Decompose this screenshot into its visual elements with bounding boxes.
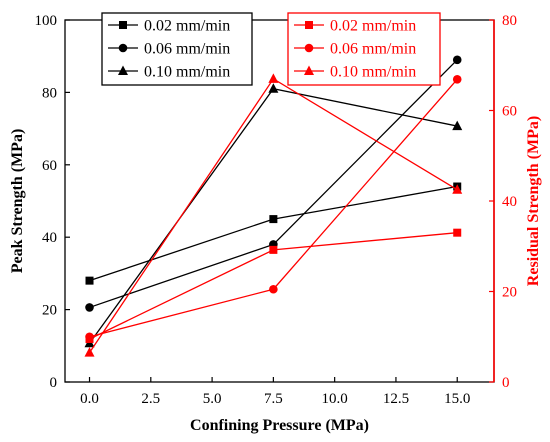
series-line-right-4	[89, 78, 458, 338]
x-tick-label-5: 12.5	[383, 391, 409, 407]
data-point-left-1-0	[85, 303, 94, 312]
y-left-tick-label-0: 0	[50, 375, 58, 391]
legend-top-right: 0.02 mm/min 0.06 mm/min 0.10 mm/min	[287, 12, 441, 86]
y-left-tick-label-4: 80	[42, 85, 57, 101]
x-tick-label-4: 10.0	[322, 391, 348, 407]
x-tick-label-6: 15.0	[444, 391, 470, 407]
legend-label-0-0: 0.02 mm/min	[144, 18, 230, 35]
plot-area	[84, 55, 463, 357]
x-tick-label-2: 5.0	[203, 391, 222, 407]
x-tick-label-1: 2.5	[141, 391, 160, 407]
series-right-4	[85, 74, 462, 342]
y-left-tick-label-2: 40	[42, 230, 57, 246]
legend-label-1-1: 0.06 mm/min	[330, 41, 416, 58]
data-point-right-3-1	[269, 245, 278, 254]
data-point-left-0-0	[85, 276, 94, 285]
tick-layer: 0.0 2.5 5.0 7.5 10.0 12.5 15.0 0 20 40 60 80 100 0 20 4…	[35, 13, 518, 407]
legend-marker-0-0	[119, 21, 127, 29]
legend-marker-1-0	[305, 21, 313, 29]
data-point-right-3-2	[453, 228, 462, 237]
y-right-tick-label-4: 80	[502, 13, 517, 29]
legend-marker-0-2	[118, 65, 128, 75]
x-tick-label-0: 0.0	[80, 391, 99, 407]
legend-label-0-2: 0.10 mm/min	[144, 64, 230, 81]
y-axis-right-label: Residual Strength (MPa)	[525, 116, 542, 286]
y-left-tick-label-5: 100	[35, 13, 58, 29]
data-point-left-2-2	[452, 120, 463, 131]
y-right-tick-label-2: 40	[502, 194, 517, 210]
legend-marker-1-2	[304, 65, 314, 75]
data-point-right-4-1	[269, 284, 278, 294]
legend-label-1-0: 0.02 mm/min	[330, 18, 416, 35]
data-point-right-4-2	[452, 74, 462, 84]
series-left-1	[85, 55, 462, 312]
legend-marker-1-1	[304, 43, 314, 53]
data-point-left-0-1	[269, 215, 278, 224]
data-point-right-5-0	[84, 347, 95, 357]
data-point-left-2-1	[268, 83, 279, 93]
y-axis-left-label: Peak Strength (MPa)	[9, 129, 26, 274]
legend-top-left: 0.02 mm/min 0.06 mm/min 0.10 mm/min	[101, 12, 253, 86]
data-point-left-1-2	[452, 55, 462, 65]
y-right-tick-label-0: 0	[502, 375, 510, 391]
legend-label-1-2: 0.10 mm/min	[330, 64, 416, 81]
data-point-right-5-1	[268, 73, 279, 83]
data-point-right-5-2	[452, 184, 463, 194]
legend-label-0-1: 0.06 mm/min	[144, 41, 230, 58]
x-axis-label: Confining Pressure (MPa)	[190, 417, 369, 434]
y-left-tick-label-1: 20	[42, 303, 57, 319]
legend-marker-0-1	[118, 43, 128, 53]
y-left-tick-label-3: 60	[42, 158, 57, 174]
series-left-0	[85, 182, 462, 285]
data-point-right-4-0	[85, 332, 94, 342]
x-tick-label-3: 7.5	[264, 391, 283, 407]
y-right-tick-label-3: 60	[502, 104, 517, 120]
y-right-tick-label-1: 20	[502, 285, 517, 301]
series-right-5	[84, 73, 463, 357]
